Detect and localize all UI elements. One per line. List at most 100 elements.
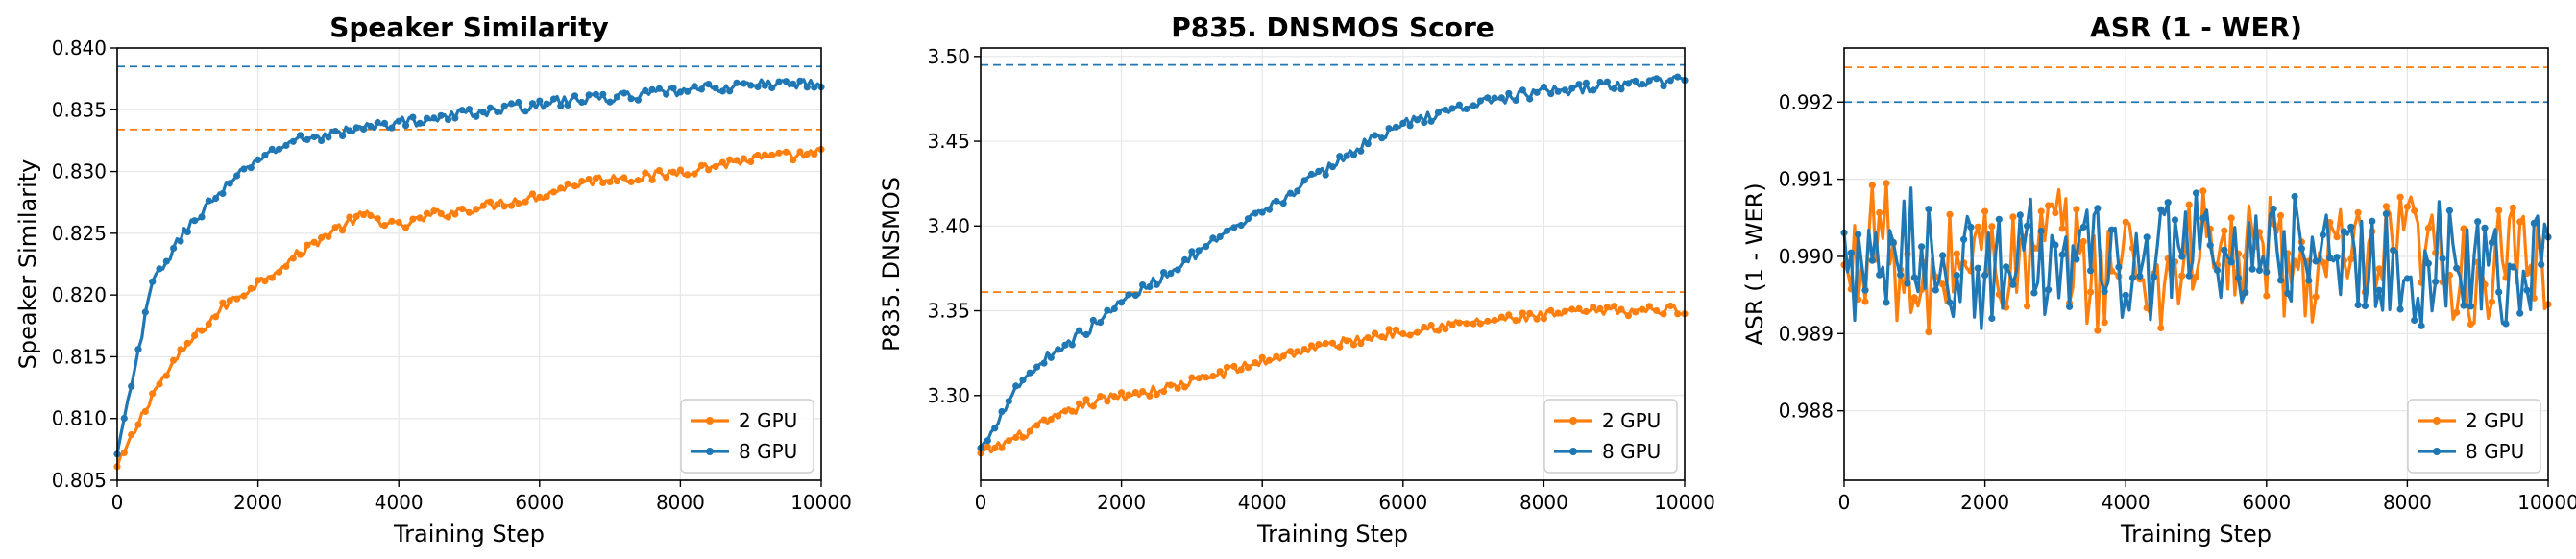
data-point (2157, 206, 2165, 213)
data-point (120, 414, 128, 423)
data-point (1883, 299, 1890, 306)
y-tick-label: 0.820 (52, 283, 107, 306)
data-point (2326, 255, 2334, 262)
data-point (2157, 324, 2165, 332)
data-point (2340, 228, 2347, 235)
data-point (1497, 94, 1505, 102)
data-point (1512, 96, 1519, 105)
data-point (2481, 224, 2489, 231)
data-point (1273, 352, 1280, 360)
data-point (247, 164, 255, 172)
data-point (2066, 303, 2074, 310)
data-point (409, 215, 417, 223)
data-point (1617, 85, 1625, 93)
data-point (1406, 331, 1414, 339)
data-point (2030, 289, 2038, 297)
data-point (1252, 209, 1259, 217)
data-point (1216, 232, 1224, 241)
data-point (754, 151, 762, 159)
data-point (2347, 223, 2355, 231)
data-point (1561, 307, 1568, 315)
y-tick-label: 0.990 (1779, 245, 1834, 268)
data-point (669, 85, 677, 92)
axes-frame (980, 47, 1686, 481)
data-point (156, 380, 163, 388)
data-point (128, 430, 135, 439)
legend-marker (2433, 448, 2441, 455)
data-point (2530, 219, 2538, 227)
data-point (2502, 320, 2510, 328)
series-line-8-gpu (115, 78, 823, 455)
data-point (1939, 280, 1947, 288)
data-point (360, 211, 368, 219)
data-point (2474, 218, 2482, 226)
data-point (1491, 94, 1498, 102)
data-point (754, 83, 762, 90)
data-point (2382, 210, 2390, 218)
y-tick-label: 0.825 (52, 222, 107, 245)
data-point (1076, 327, 1083, 334)
data-point (2488, 238, 2495, 247)
data-point (2185, 201, 2193, 208)
data-point (1378, 134, 1386, 142)
data-point (1181, 383, 1189, 391)
y-axis-label: P835. DNSMOS (878, 177, 905, 352)
data-point (1603, 304, 1611, 311)
y-tick-label: 0.988 (1779, 400, 1834, 423)
data-point (1421, 323, 1428, 331)
data-point (2122, 218, 2129, 226)
data-point (718, 87, 727, 95)
chart-panel-3: 0 2000 4000 6000 8000 10000 0.988 0.989 0.990 0.9… (1741, 12, 2576, 547)
data-point (1146, 392, 1154, 400)
data-point (1974, 264, 1981, 272)
data-point (416, 119, 424, 127)
data-point (1590, 86, 1597, 94)
y-tick-label: 0.991 (1779, 168, 1834, 191)
data-point (2107, 226, 2116, 233)
data-point (1385, 326, 1393, 333)
data-point (522, 108, 529, 115)
data-point (1639, 305, 1646, 313)
data-point (1385, 125, 1393, 133)
data-point (1181, 255, 1189, 263)
data-point (1533, 315, 1541, 323)
data-point (676, 166, 685, 174)
data-point (240, 165, 248, 173)
data-point (1131, 291, 1139, 300)
data-point (2024, 222, 2031, 230)
data-point (1624, 80, 1632, 87)
x-tick-label: 6000 (2242, 491, 2291, 514)
data-point (430, 207, 438, 215)
data-point (149, 278, 157, 285)
data-point (2045, 286, 2053, 294)
data-point (1455, 319, 1463, 327)
data-point (486, 104, 495, 111)
data-point (191, 331, 199, 339)
data-point (1861, 286, 1869, 294)
data-point (1442, 326, 1449, 333)
data-point (1883, 180, 1890, 187)
data-point (1666, 77, 1674, 85)
data-point (1343, 337, 1350, 345)
data-point (1160, 269, 1168, 277)
data-point (585, 175, 593, 183)
data-point (1582, 307, 1590, 315)
data-point (1033, 363, 1041, 371)
data-point (1967, 223, 1975, 231)
data-point (388, 124, 396, 132)
data-point (2178, 272, 2186, 280)
data-point (1519, 309, 1526, 317)
data-point (2003, 263, 2010, 271)
data-point (1448, 321, 1456, 328)
data-point (395, 218, 402, 227)
data-point (297, 251, 304, 258)
data-point (1315, 341, 1323, 349)
data-point (592, 174, 600, 182)
data-point (1223, 227, 1231, 234)
data-point (2263, 292, 2271, 300)
x-tick-label: 4000 (2102, 491, 2151, 514)
data-point (276, 145, 283, 153)
data-point (1244, 364, 1252, 372)
data-point (1252, 359, 1259, 367)
data-point (2411, 207, 2418, 215)
